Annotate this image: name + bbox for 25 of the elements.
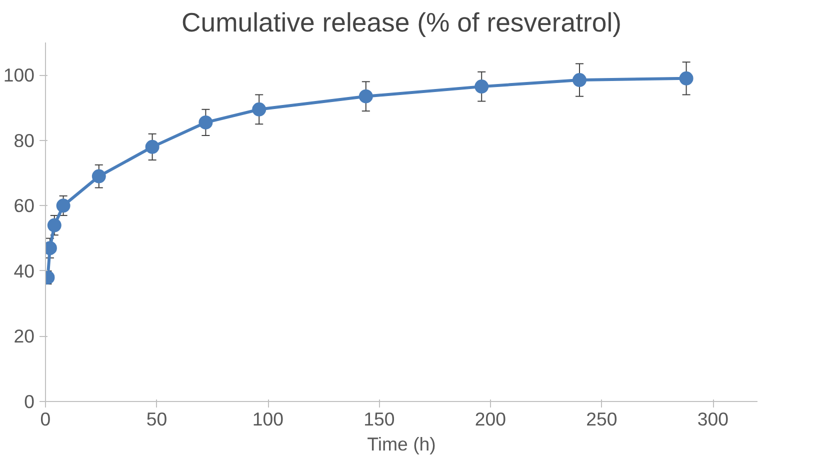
point <box>47 218 62 232</box>
point <box>145 140 160 154</box>
x-tick-label: 150 <box>364 408 395 430</box>
point <box>679 71 694 86</box>
y-tick-label: 100 <box>3 64 35 86</box>
point <box>198 115 213 130</box>
x-tick-label: 50 <box>146 408 168 430</box>
y-tick-label: 80 <box>14 130 35 151</box>
x-tick-label: 300 <box>697 408 729 430</box>
y-tick-label: 60 <box>14 195 35 216</box>
y-tick-label: 40 <box>14 260 35 282</box>
y-tick-label: 0 <box>24 391 35 412</box>
x-tick-label: 200 <box>474 408 506 430</box>
point <box>92 169 106 184</box>
chart-title: Cumulative release (% of resveratrol) <box>182 8 622 38</box>
point <box>252 102 266 116</box>
point <box>358 89 373 104</box>
y-tick-label: 20 <box>14 326 35 347</box>
point <box>56 198 70 213</box>
x-tick-label: 0 <box>40 408 51 430</box>
point <box>474 80 489 94</box>
x-tick-label: 250 <box>586 408 618 430</box>
point <box>572 73 586 88</box>
x-tick-label: 100 <box>252 408 284 430</box>
x-axis-title: Time (h) <box>367 434 436 454</box>
